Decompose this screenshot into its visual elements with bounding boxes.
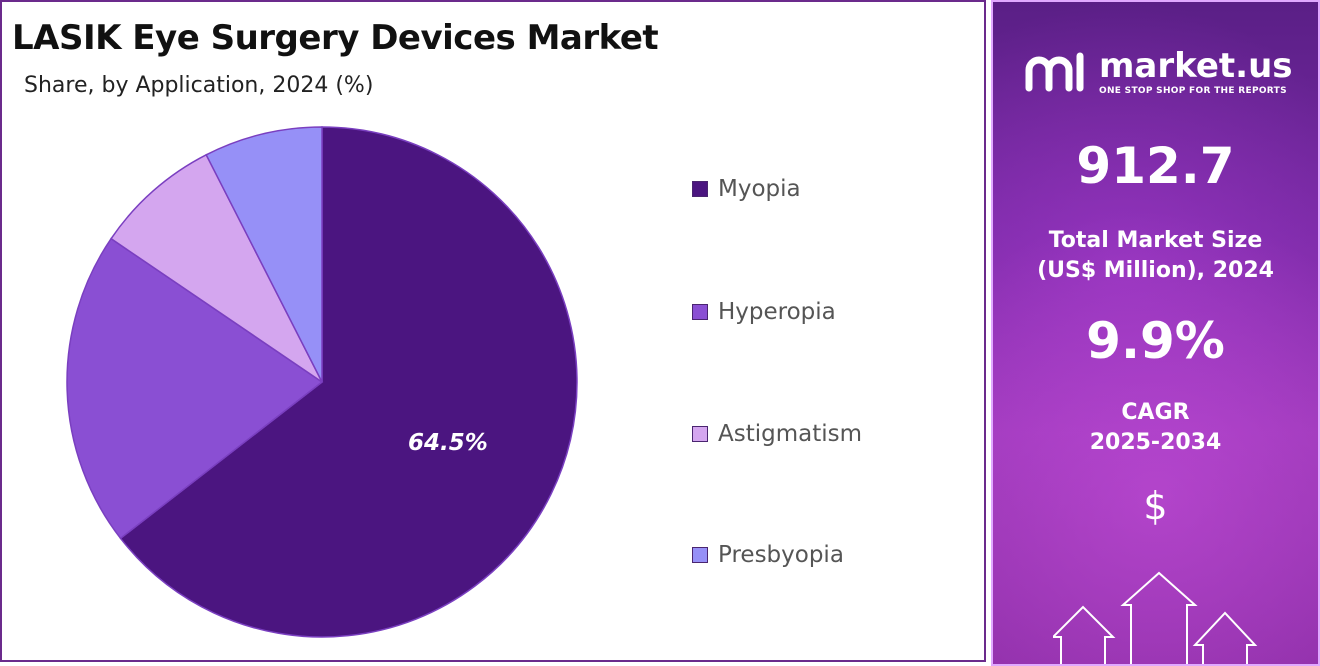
chart-panel: LASIK Eye Surgery Devices Market Share, … bbox=[0, 0, 986, 662]
chart-title: LASIK Eye Surgery Devices Market bbox=[12, 18, 659, 58]
legend-swatch bbox=[692, 426, 708, 442]
stats-panel: market.us ONE STOP SHOP FOR THE REPORTS … bbox=[991, 0, 1320, 666]
data-label-myopia: 64.5% bbox=[408, 430, 488, 456]
pie-slice-hyperopia bbox=[66, 237, 324, 540]
pie-slice-astigmatism bbox=[110, 153, 323, 383]
pie-chart: 64.5% bbox=[66, 126, 578, 638]
brand-name: market.us bbox=[1099, 46, 1293, 86]
brand: market.us ONE STOP SHOP FOR THE REPORTS bbox=[1023, 48, 1293, 96]
chart-subtitle: Share, by Application, 2024 (%) bbox=[24, 73, 374, 98]
legend-swatch bbox=[692, 304, 708, 320]
legend-label: Hyperopia bbox=[718, 299, 836, 325]
legend-item-myopia: Myopia bbox=[692, 176, 801, 202]
legend-swatch bbox=[692, 547, 708, 563]
cagr-label-line1: CAGR bbox=[1121, 400, 1190, 425]
market-size-label-line1: Total Market Size bbox=[1048, 228, 1263, 253]
legend-item-presbyopia: Presbyopia bbox=[692, 542, 844, 568]
market-us-logo-icon bbox=[1025, 52, 1084, 92]
dollar-icon: $ bbox=[1143, 484, 1168, 528]
market-size-label-line2: (US$ Million), 2024 bbox=[1037, 258, 1274, 283]
pie-slice-myopia bbox=[119, 126, 578, 638]
legend-label: Astigmatism bbox=[718, 421, 863, 447]
pie-slice-presbyopia bbox=[205, 126, 323, 383]
cagr-value: 9.9% bbox=[1086, 312, 1225, 370]
legend-item-astigmatism: Astigmatism bbox=[692, 421, 862, 447]
brand-tagline: ONE STOP SHOP FOR THE REPORTS bbox=[1099, 86, 1287, 96]
market-size-value: 912.7 bbox=[1076, 137, 1235, 195]
legend-swatch bbox=[692, 181, 708, 197]
growth-arrows-icon bbox=[1053, 571, 1258, 664]
legend-label: Myopia bbox=[718, 176, 801, 202]
legend-item-hyperopia: Hyperopia bbox=[692, 299, 836, 325]
cagr-label-line2: 2025-2034 bbox=[1089, 430, 1222, 455]
legend-label: Presbyopia bbox=[718, 542, 844, 568]
